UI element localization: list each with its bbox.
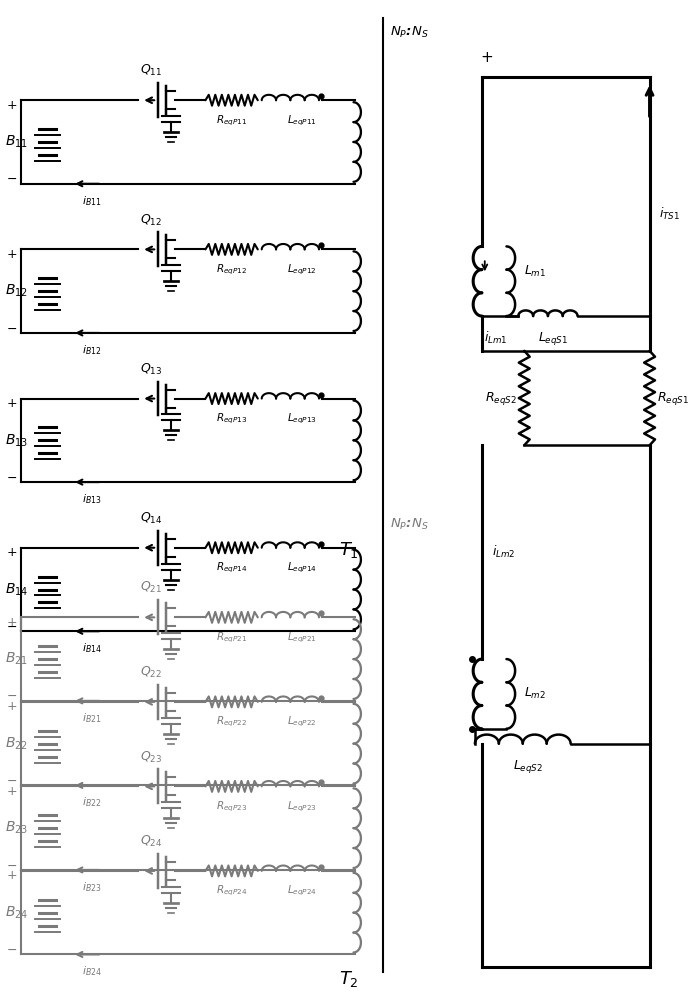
Text: $i_{B13}$: $i_{B13}$	[82, 492, 102, 506]
Text: $+$: $+$	[6, 700, 17, 713]
Text: $N_P$:$N_S$: $N_P$:$N_S$	[390, 517, 428, 532]
Text: $N_P$:$N_S$: $N_P$:$N_S$	[390, 25, 428, 40]
Text: $-$: $-$	[6, 943, 17, 956]
Text: $i_{B22}$: $i_{B22}$	[82, 795, 102, 809]
Text: $i_{B24}$: $i_{B24}$	[82, 964, 102, 978]
Text: $L_{eqS2}$: $L_{eqS2}$	[512, 758, 542, 775]
Text: $B_{11}$: $B_{11}$	[5, 134, 28, 150]
Text: $B_{13}$: $B_{13}$	[5, 432, 28, 449]
Text: $i_{Lm1}$: $i_{Lm1}$	[484, 330, 508, 346]
Text: $+$: $+$	[6, 869, 17, 882]
Text: $L_{eqS1}$: $L_{eqS1}$	[538, 330, 568, 347]
Text: $T_1$: $T_1$	[339, 540, 358, 560]
Text: $R_{eqP24}$: $R_{eqP24}$	[216, 884, 247, 898]
Text: $-$: $-$	[6, 321, 17, 334]
Text: $i_{B11}$: $i_{B11}$	[82, 194, 102, 208]
Text: $+$: $+$	[6, 248, 17, 261]
Text: $-$: $-$	[6, 471, 17, 484]
Text: $L_{eqP12}$: $L_{eqP12}$	[287, 262, 317, 277]
Text: $Q_{23}$: $Q_{23}$	[140, 749, 162, 765]
Text: $R_{eqP14}$: $R_{eqP14}$	[216, 561, 247, 575]
Text: $i_{B23}$: $i_{B23}$	[82, 880, 102, 894]
Text: $L_{eqP21}$: $L_{eqP21}$	[287, 630, 317, 645]
Text: $B_{24}$: $B_{24}$	[5, 904, 29, 921]
Text: $Q_{11}$: $Q_{11}$	[140, 63, 162, 78]
Text: $L_{eqP22}$: $L_{eqP22}$	[287, 715, 317, 729]
Text: $-$: $-$	[6, 774, 17, 787]
Text: $Q_{21}$: $Q_{21}$	[140, 580, 162, 595]
Text: $L_{eqP14}$: $L_{eqP14}$	[287, 561, 317, 575]
Text: $Q_{24}$: $Q_{24}$	[140, 834, 162, 849]
Text: $L_{eqP13}$: $L_{eqP13}$	[287, 411, 317, 426]
Text: $R_{eqS1}$: $R_{eqS1}$	[657, 390, 690, 407]
Text: $B_{12}$: $B_{12}$	[5, 283, 28, 299]
Text: $Q_{14}$: $Q_{14}$	[140, 511, 162, 526]
Text: $Q_{12}$: $Q_{12}$	[140, 212, 162, 228]
Text: $R_{eqP23}$: $R_{eqP23}$	[216, 799, 247, 814]
Text: $R_{eqP13}$: $R_{eqP13}$	[216, 411, 247, 426]
Text: $L_{eqP11}$: $L_{eqP11}$	[287, 113, 317, 128]
Text: $i_{B21}$: $i_{B21}$	[82, 711, 102, 725]
Text: $R_{eqP11}$: $R_{eqP11}$	[216, 113, 247, 128]
Text: $B_{23}$: $B_{23}$	[5, 820, 28, 836]
Text: $R_{eqP12}$: $R_{eqP12}$	[216, 262, 247, 277]
Text: $Q_{13}$: $Q_{13}$	[140, 362, 162, 377]
Text: $L_{m2}$: $L_{m2}$	[524, 686, 546, 701]
Text: $i_{Lm2}$: $i_{Lm2}$	[491, 544, 515, 560]
Text: $+$: $+$	[6, 616, 17, 629]
Text: $T_2$: $T_2$	[339, 969, 358, 989]
Text: $L_{eqP23}$: $L_{eqP23}$	[287, 799, 317, 814]
Text: $B_{14}$: $B_{14}$	[5, 581, 29, 598]
Text: $+$: $+$	[480, 50, 494, 65]
Text: $i_{B14}$: $i_{B14}$	[82, 641, 102, 655]
Text: $-$: $-$	[6, 172, 17, 185]
Text: $+$: $+$	[6, 397, 17, 410]
Text: $+$: $+$	[6, 99, 17, 112]
Text: $-$: $-$	[6, 858, 17, 871]
Text: $-$: $-$	[6, 689, 17, 702]
Text: $R_{eqP21}$: $R_{eqP21}$	[216, 630, 247, 645]
Text: $+$: $+$	[6, 785, 17, 798]
Text: $Q_{22}$: $Q_{22}$	[140, 665, 162, 680]
Text: $+$: $+$	[6, 546, 17, 559]
Text: $B_{21}$: $B_{21}$	[5, 651, 28, 667]
Text: $L_{m1}$: $L_{m1}$	[524, 264, 547, 279]
Text: $R_{eqP22}$: $R_{eqP22}$	[216, 715, 247, 729]
Text: $i_{B12}$: $i_{B12}$	[82, 343, 102, 357]
Text: $B_{22}$: $B_{22}$	[5, 735, 28, 752]
Text: $-$: $-$	[6, 620, 17, 633]
Text: $R_{eqS2}$: $R_{eqS2}$	[484, 390, 517, 407]
Text: $i_{TS1}$: $i_{TS1}$	[659, 206, 680, 222]
Text: $L_{eqP24}$: $L_{eqP24}$	[287, 884, 317, 898]
